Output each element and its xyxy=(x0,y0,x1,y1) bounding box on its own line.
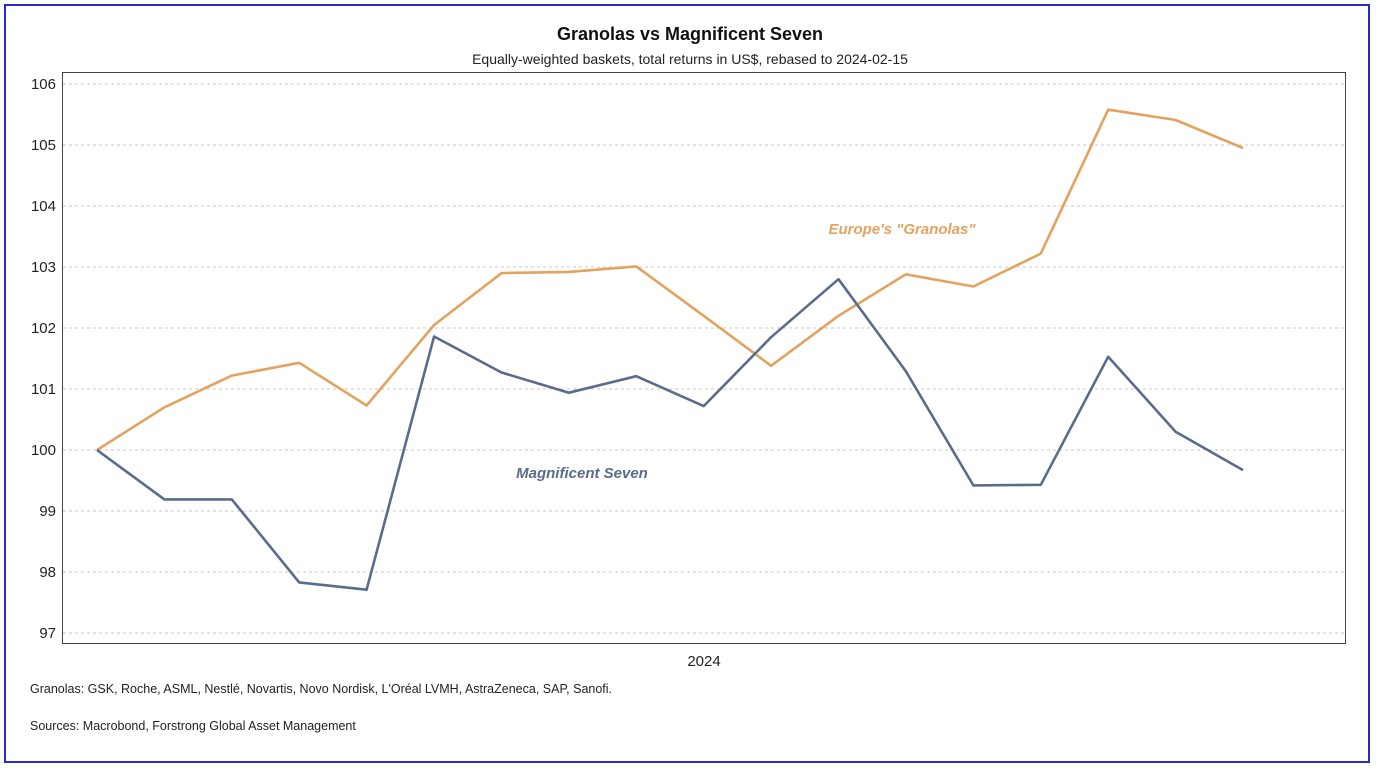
y-tick-label: 102 xyxy=(31,320,56,337)
line-chart: 97 98 99 100 101 102 103 104 105 106 2024 Europe'… xyxy=(0,0,1380,771)
series-line-0 xyxy=(97,110,1243,450)
series-line-1 xyxy=(97,279,1243,590)
y-tick-label: 97 xyxy=(39,625,56,642)
y-tick-label: 103 xyxy=(31,259,56,276)
series-labels: Europe's "Granolas" Magnificent Seven xyxy=(516,221,976,482)
y-tick-label: 100 xyxy=(31,442,56,459)
y-tick-label: 99 xyxy=(39,503,56,520)
y-tick-label: 104 xyxy=(31,198,56,215)
y-tick-label: 106 xyxy=(31,76,56,93)
y-tick-label: 105 xyxy=(31,137,56,154)
gridlines xyxy=(63,84,1345,633)
series-label-magnificent-seven: Magnificent Seven xyxy=(516,465,648,482)
granolas-footnote: Granolas: GSK, Roche, ASML, Nestlé, Nova… xyxy=(30,682,612,696)
x-axis-ticks: 2024 xyxy=(687,653,720,670)
x-tick-label: 2024 xyxy=(687,653,720,670)
series-label-granolas: Europe's "Granolas" xyxy=(829,221,977,238)
series-lines xyxy=(97,110,1243,590)
y-tick-label: 98 xyxy=(39,564,56,581)
y-tick-label: 101 xyxy=(31,381,56,398)
sources-footnote: Sources: Macrobond, Forstrong Global Ass… xyxy=(30,719,356,733)
y-axis-ticks: 97 98 99 100 101 102 103 104 105 106 xyxy=(31,76,56,642)
